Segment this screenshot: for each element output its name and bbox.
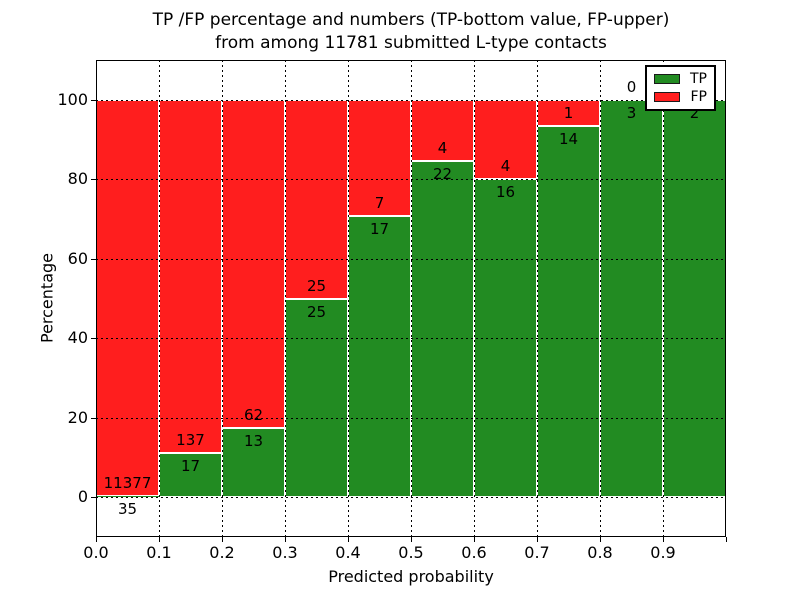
x-tick-label: 0.8 xyxy=(587,543,613,562)
gridline-v xyxy=(159,60,160,537)
gridline-v xyxy=(285,60,286,537)
y-tick xyxy=(91,179,96,181)
bar-count-label-fp: 1 xyxy=(563,104,574,123)
x-tick-label: 0.1 xyxy=(146,543,172,562)
bar-segment-tp xyxy=(348,215,411,498)
bar-segment-tp xyxy=(411,160,474,498)
bar-segment-tp xyxy=(600,99,663,498)
x-tick xyxy=(411,537,412,542)
bar-segment-tp xyxy=(96,496,159,498)
x-tick xyxy=(96,537,97,542)
bar-segment-fp xyxy=(537,99,600,127)
x-tick-label: 0.2 xyxy=(209,543,235,562)
x-tick xyxy=(474,537,475,542)
legend-swatch-tp-icon xyxy=(654,74,680,84)
bar-segment-tp xyxy=(663,99,726,498)
bar-count-label-tp: 17 xyxy=(180,457,201,476)
bar-count-label-fp: 0 xyxy=(626,77,637,96)
x-tick xyxy=(222,537,223,542)
legend-item-fp: FP xyxy=(654,88,708,105)
bar-count-label-tp: 14 xyxy=(558,130,579,149)
legend-label-fp: FP xyxy=(690,88,708,105)
x-tick xyxy=(600,537,601,542)
y-tick-label: 60 xyxy=(67,248,88,268)
y-tick-label: 80 xyxy=(67,169,88,189)
bar-segment-tp xyxy=(159,453,222,498)
bar-segment-fp xyxy=(222,99,285,429)
x-tick xyxy=(159,537,160,542)
x-axis-label: Predicted probability xyxy=(328,567,494,586)
bar-segment-fp xyxy=(96,99,159,497)
y-tick xyxy=(91,99,96,101)
y-tick-label: 0 xyxy=(77,487,88,507)
gridline-v xyxy=(222,60,223,537)
y-tick xyxy=(91,258,96,260)
y-tick xyxy=(91,338,96,340)
x-tick xyxy=(726,537,727,542)
bar-count-label-tp: 16 xyxy=(495,183,516,202)
bar-segment-fp xyxy=(159,99,222,454)
bar-count-label-fp: 4 xyxy=(500,157,511,176)
bar-segment-fp xyxy=(474,99,537,180)
bar-count-label-tp: 35 xyxy=(117,500,138,519)
x-tick-label: 0.4 xyxy=(335,543,361,562)
x-tick-label: 0.6 xyxy=(461,543,487,562)
x-tick-label: 0.3 xyxy=(272,543,298,562)
bar-segment-fp xyxy=(285,99,348,299)
y-tick xyxy=(91,497,96,499)
legend: TP FP xyxy=(645,65,716,111)
chart-title: TP /FP percentage and numbers (TP-bottom… xyxy=(96,9,726,55)
x-tick xyxy=(537,537,538,542)
legend-swatch-fp-icon xyxy=(654,92,680,102)
bar-count-label-tp: 22 xyxy=(432,164,453,183)
x-tick xyxy=(663,537,664,542)
bar-segment-fp xyxy=(348,99,411,216)
bar-count-label-fp: 25 xyxy=(306,276,327,295)
gridline-v xyxy=(411,60,412,537)
chart-title-line2: from among 11781 submitted L-type contac… xyxy=(215,33,607,53)
x-tick-label: 0.5 xyxy=(398,543,424,562)
bar-count-label-fp: 137 xyxy=(176,431,205,450)
x-tick-label: 0.0 xyxy=(83,543,109,562)
chart-title-line1: TP /FP percentage and numbers (TP-bottom… xyxy=(152,10,670,30)
gridline-v xyxy=(537,60,538,537)
legend-label-tp: TP xyxy=(690,70,707,87)
legend-item-tp: TP xyxy=(654,70,707,87)
y-tick-label: 40 xyxy=(67,328,88,348)
bar-count-label-fp: 62 xyxy=(243,406,264,425)
y-tick xyxy=(91,417,96,419)
bar-count-label-tp: 17 xyxy=(369,219,390,238)
bar-count-label-tp: 3 xyxy=(626,103,637,122)
x-tick xyxy=(348,537,349,542)
gridline-v xyxy=(600,60,601,537)
gridline-v xyxy=(348,60,349,537)
gridline-v xyxy=(474,60,475,537)
x-tick-label: 0.7 xyxy=(524,543,550,562)
gridline-v xyxy=(663,60,664,537)
bar-count-label-tp: 13 xyxy=(243,432,264,451)
x-tick xyxy=(285,537,286,542)
bar-count-label-fp: 11377 xyxy=(103,474,152,493)
bar-count-label-tp: 25 xyxy=(306,302,327,321)
bar-count-label-tp: 2 xyxy=(689,103,700,122)
y-tick-label: 100 xyxy=(57,89,88,109)
y-tick-label: 20 xyxy=(67,407,88,427)
bar-segment-tp xyxy=(285,298,348,498)
x-tick-label: 0.9 xyxy=(650,543,676,562)
bar-count-label-fp: 7 xyxy=(374,193,385,212)
bar-count-label-fp: 4 xyxy=(437,138,448,157)
bar-segment-tp xyxy=(537,126,600,498)
